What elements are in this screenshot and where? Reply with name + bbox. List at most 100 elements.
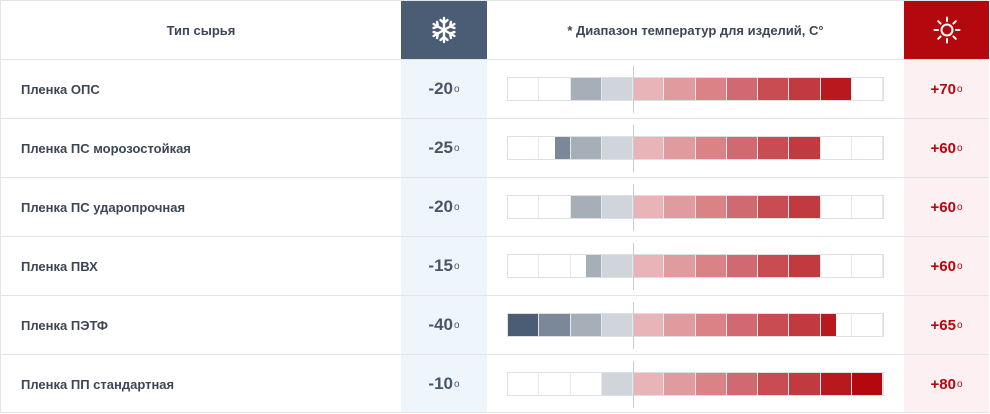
- scale-cell: [821, 314, 852, 336]
- material-name: Пленка ПП стандартная: [21, 376, 175, 392]
- range-fill-segment: [789, 255, 820, 277]
- max-temp-text: +65: [930, 316, 956, 334]
- min-temp-header: [401, 1, 487, 59]
- scale-cell: [727, 373, 758, 395]
- scale-cell: [571, 78, 602, 100]
- range-fill-segment: [633, 314, 664, 336]
- sun-icon: [933, 16, 960, 44]
- scale-cell: [633, 196, 665, 218]
- range-fill-segment: [758, 196, 789, 218]
- scale-cell: [508, 137, 540, 159]
- range-fill-segment: [664, 78, 695, 100]
- scale-cell: [821, 196, 852, 218]
- max-temp-value: +60 o: [904, 178, 989, 236]
- scale-cell: [508, 255, 540, 277]
- scale-cell: [852, 373, 883, 395]
- max-temp-value: +80 o: [904, 355, 989, 413]
- range-fill-segment: [789, 196, 820, 218]
- range-fill-segment: [570, 78, 601, 100]
- scale-cell: [633, 314, 665, 336]
- table-row: Пленка ОПС -20 o +70 o: [1, 60, 988, 119]
- max-temp-value: +65 o: [904, 296, 989, 354]
- scale-cell: [602, 373, 633, 395]
- max-temp-text: +80: [930, 375, 956, 393]
- material-type-header: Тип сырья: [166, 22, 236, 38]
- max-temp-text: +60: [930, 139, 956, 157]
- range-fill-segment: [789, 137, 820, 159]
- scale-cell: [727, 78, 758, 100]
- range-fill-segment: [695, 314, 726, 336]
- table-row: Пленка ПС ударопрочная -20 o +60 o: [1, 178, 988, 237]
- scale-cell: [696, 78, 727, 100]
- range-fill-segment: [601, 137, 632, 159]
- scale-cell: [852, 196, 883, 218]
- scale-cell: [664, 373, 696, 395]
- range-fill-segment: [695, 78, 726, 100]
- scale-cell: [696, 373, 727, 395]
- scale-cell: [821, 78, 852, 100]
- scale-cell: [571, 255, 602, 277]
- scale-cell: [602, 137, 633, 159]
- table-header: Тип сырья: [1, 1, 989, 60]
- max-temp-text: +70: [930, 80, 956, 98]
- range-fill-segment: [664, 137, 695, 159]
- scale-cell: [789, 196, 821, 218]
- min-temp-value: -15 o: [401, 237, 487, 295]
- scale-cell: [789, 78, 821, 100]
- range-fill-segment: [695, 196, 726, 218]
- scale-cell: [571, 314, 602, 336]
- temperature-range-bar: [507, 313, 884, 337]
- zero-marker: [633, 302, 634, 349]
- scale-cell: [633, 373, 665, 395]
- temperature-range-bar: [507, 195, 884, 219]
- min-temp-value: -25 o: [401, 119, 487, 177]
- scale-cell: [633, 137, 665, 159]
- range-fill-segment: [695, 137, 726, 159]
- scale-cell: [664, 137, 696, 159]
- scale-cell: [758, 314, 790, 336]
- table-row: Пленка ПП стандартная -10 o +80 o: [1, 355, 988, 414]
- scale-cell: [571, 373, 602, 395]
- scale-cell: [571, 196, 602, 218]
- scale-cell: [539, 137, 571, 159]
- degree-symbol: o: [454, 378, 460, 390]
- degree-symbol: o: [956, 83, 963, 95]
- scale-cell: [852, 137, 883, 159]
- scale-cell: [508, 314, 540, 336]
- scale-cell: [852, 314, 883, 336]
- max-temp-value: +60 o: [904, 119, 989, 177]
- material-name: Пленка ПС морозостойкая: [21, 140, 191, 156]
- range-fill-segment: [726, 137, 757, 159]
- range-fill-segment: [789, 78, 820, 100]
- scale-cell: [821, 255, 852, 277]
- range-fill-segment: [820, 314, 837, 336]
- scale-cell: [539, 196, 571, 218]
- scale-cell: [664, 255, 696, 277]
- range-fill-segment: [758, 373, 789, 395]
- range-fill-segment: [726, 78, 757, 100]
- range-fill-segment: [539, 314, 570, 336]
- min-temp-text: -20: [428, 197, 453, 216]
- range-fill-segment: [601, 373, 632, 395]
- max-temp-value: +70 o: [904, 60, 989, 118]
- range-fill-segment: [570, 196, 601, 218]
- scale-cell: [508, 196, 540, 218]
- max-temp-text: +60: [930, 198, 956, 216]
- scale-cell: [852, 78, 883, 100]
- material-name: Пленка ПВХ: [21, 258, 98, 274]
- range-fill-segment: [726, 314, 757, 336]
- scale-cell: [602, 314, 633, 336]
- range-fill-segment: [695, 373, 726, 395]
- scale-cell: [539, 78, 571, 100]
- scale-cell: [758, 255, 790, 277]
- zero-marker: [633, 66, 634, 113]
- max-temp-value: +60 o: [904, 237, 989, 295]
- scale-cell: [539, 373, 571, 395]
- min-temp-text: -25: [428, 138, 453, 157]
- degree-symbol: o: [956, 201, 963, 213]
- snowflake-icon: [432, 16, 456, 44]
- range-fill-segment: [758, 255, 789, 277]
- scale-cell: [602, 78, 633, 100]
- range-fill-segment: [758, 78, 789, 100]
